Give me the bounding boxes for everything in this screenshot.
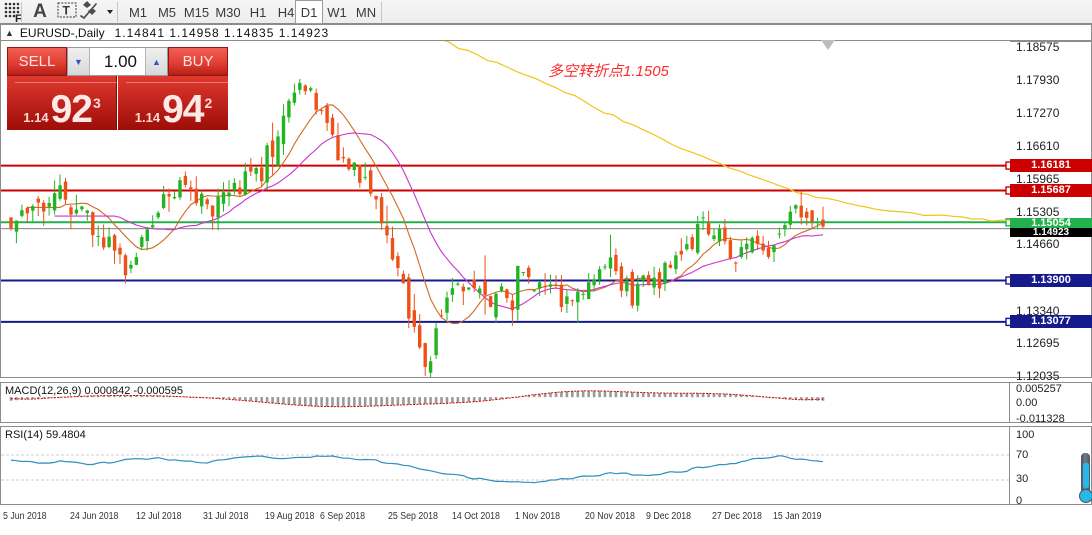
- svg-text:T: T: [63, 4, 71, 18]
